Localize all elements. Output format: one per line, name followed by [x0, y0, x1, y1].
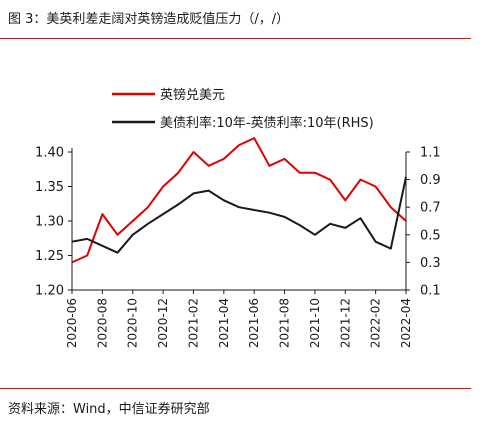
legend-label-2: 美债利率:10年-英债利率:10年(RHS) — [160, 115, 374, 131]
y-left-tick-label: 1.35 — [35, 180, 64, 195]
x-tick-label: 2021-02 — [186, 298, 200, 348]
y-right-tick-label: 0.7 — [420, 201, 441, 216]
y-axis-right: 0.1 0.3 0.5 0.7 0.9 1.1 — [406, 146, 441, 299]
y-right-tick-label: 1.1 — [420, 146, 441, 161]
x-tick-label: 2021-08 — [278, 298, 292, 348]
y-axis-left: 1.20 1.25 1.30 1.35 1.40 — [35, 146, 72, 299]
x-tick-label: 2022-02 — [369, 298, 383, 348]
title-rule — [0, 38, 471, 39]
x-tick-label: 2022-04 — [399, 298, 413, 348]
x-tick-label: 2021-12 — [338, 298, 352, 348]
series-line-2 — [71, 176, 407, 254]
x-tick-label: 2021-10 — [308, 298, 322, 348]
y-right-tick-label: 0.9 — [420, 173, 441, 188]
series-layer — [71, 137, 407, 264]
y-left-tick-label: 1.20 — [35, 284, 64, 299]
x-tick-label: 2020-06 — [65, 298, 79, 348]
x-tick-label: 2020-08 — [95, 298, 109, 348]
y-right-tick-label: 0.1 — [420, 284, 441, 299]
figure-title: 图 3：美英利差走阔对英镑造成贬值压力（/，/） — [8, 12, 290, 27]
legend-label-1: 英镑兑美元 — [160, 87, 225, 103]
y-left-tick-label: 1.40 — [35, 146, 64, 161]
y-right-tick-label: 0.5 — [420, 228, 441, 243]
x-tick-label: 2020-12 — [156, 298, 170, 348]
x-tick-label: 2021-04 — [217, 298, 231, 348]
series-line-1 — [71, 137, 407, 264]
y-left-tick-label: 1.30 — [35, 215, 64, 230]
source-note: 资料来源：Wind，中信证券研究部 — [8, 402, 210, 417]
source-rule — [0, 388, 471, 389]
x-axis: 2020-06 2020-08 2020-10 2020-12 2021-02 2021-… — [65, 290, 413, 348]
y-left-tick-label: 1.25 — [35, 249, 64, 264]
x-tick-label: 2020-10 — [126, 298, 140, 348]
x-tick-label: 2021-06 — [247, 298, 261, 348]
y-right-tick-label: 0.3 — [420, 256, 441, 271]
plot-frame — [71, 148, 407, 291]
